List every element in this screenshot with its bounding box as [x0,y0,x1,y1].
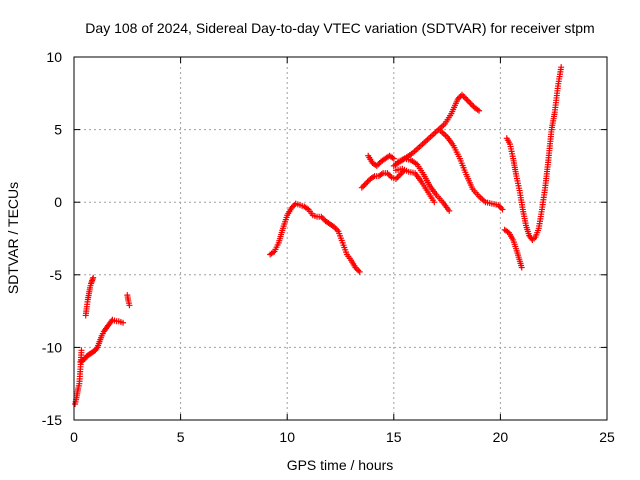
x-tick-label: 0 [70,429,78,445]
series-arc-2 [77,316,127,365]
data-point [498,205,505,212]
y-axis-label: SDTVAR / TECUs [5,182,21,294]
series-arc-6 [358,167,408,191]
series-arc-11 [437,128,506,213]
series-arc-13 [503,64,565,243]
y-tick-label: 5 [54,122,62,138]
data-point [120,319,127,326]
data-point [558,64,565,71]
data-point [90,274,97,281]
data-point [126,302,133,309]
data-point [319,215,326,222]
data-point [463,96,470,103]
data-point [468,101,475,108]
y-tick-label: -15 [42,412,62,428]
x-tick-label: 20 [493,429,509,445]
series-arc-12 [501,226,525,271]
grid-layer [74,57,607,420]
series-arc-5 [267,200,363,275]
data-point [461,94,468,101]
y-tick-label: 10 [46,49,62,65]
data-point [499,206,506,213]
data-point [385,171,392,178]
data-point [476,107,483,114]
series-arc-10 [392,165,438,206]
y-tick-label: -5 [50,267,63,283]
x-axis-label: GPS time / hours [287,457,394,473]
y-tick-label: -10 [42,339,62,355]
data-point [356,268,363,275]
data-point [363,180,370,187]
data-point [518,264,525,271]
x-tick-label: 5 [177,429,185,445]
plot-frame [73,56,608,421]
data-point [364,178,371,185]
data-point [361,181,368,188]
chart-title: Day 108 of 2024, Sidereal Day-to-day VTE… [85,20,594,36]
x-tick-label: 15 [386,429,402,445]
data-point [467,100,474,107]
series-arc-9 [395,155,453,214]
data-point [355,267,362,274]
x-tick-label: 25 [599,429,615,445]
data-point [360,183,367,190]
data-point [446,207,453,214]
data-point [375,161,382,168]
data-point [459,91,466,98]
data-point [78,347,85,354]
data-point [464,97,471,104]
data-point [358,184,365,191]
y-tick-label: 0 [54,194,62,210]
data-point [466,99,473,106]
data-point [460,93,467,100]
data-point [291,202,298,209]
series-arc-3 [82,274,97,319]
tick-layer: 0 5 10 15 20 25 -15 -10 -5 0 5 10 [42,49,615,445]
data-points [72,64,565,408]
data-point [390,155,397,162]
series-arc-4 [124,292,133,309]
data-point [431,199,438,206]
x-tick-label: 10 [279,429,295,445]
series-arc-7 [365,152,397,169]
data-point [394,174,401,181]
